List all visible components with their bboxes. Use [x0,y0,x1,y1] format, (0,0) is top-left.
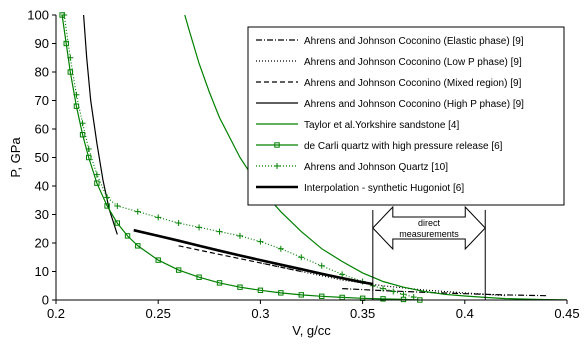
y-tick-label-7: 70 [35,93,49,108]
y-tick-label-9: 90 [35,36,49,51]
series-5-point-16 [257,287,264,294]
series-5-point-3 [73,103,80,109]
legend-label-3: Ahrens and Johnson Coconino (High P phas… [304,99,524,110]
legend-label-6: Ahrens and Johnson Quartz [10] [304,162,448,173]
series-6-point-18 [339,271,346,278]
annotation-text-line1: direct [418,218,441,228]
series-6-point-14 [257,238,264,245]
y-tick-label-5: 50 [35,150,49,165]
axes-layer: 0 10 20 30 40 50 60 70 80 90 100 0.2 0.25 0.3 0.35 0.4 0… [27,8,579,322]
series-5-point-6 [94,180,100,186]
y-tick-label-2: 20 [35,236,49,251]
legend-label-4: Taylor et al.Yorkshire sandstone [4] [304,120,459,131]
annotation-text-line2: measurements [399,229,459,239]
series-6-point-11 [196,224,203,231]
legend: Ahrens and Johnson Coconino (Elastic pha… [247,26,565,206]
series-6-point-3 [79,120,86,127]
y-tick-label-6: 60 [35,122,49,137]
series-layer [59,12,568,303]
series-5-point-7 [104,203,110,209]
series-6-point-0 [61,12,68,18]
y-tick-label-3: 30 [35,207,49,222]
x-tick-label-2: 0.3 [251,306,269,321]
series-line-7 [133,228,374,286]
series-5-point-10 [135,243,141,249]
series-6-point-24 [410,294,417,301]
series-6-point-9 [155,214,162,221]
series-line-5 [61,14,420,301]
series-5-point-1 [63,40,69,47]
legend-box [247,26,565,206]
series-5-point-14 [216,280,223,286]
x-tick-label-3: 0.35 [350,306,375,321]
series-6-point-1 [67,54,74,61]
legend-label-7: Interpolation - synthetic Hugoniot [6] [304,183,464,194]
series-5-point-4 [79,132,86,138]
series-5-point-9 [124,233,131,239]
series-6-point-21 [380,285,387,292]
x-tick-label-0: 0.2 [47,306,65,321]
x-tick-label-5: 0.45 [554,306,579,321]
legend-label-0: Ahrens and Johnson Coconino (Elastic pha… [304,36,524,47]
legend-label-5: de Carli quartz with high pressure relea… [304,141,503,152]
series-6-point-15 [277,245,284,252]
series-6-point-8 [134,208,141,215]
legend-marker-5 [274,142,280,148]
y-tick-label-1: 10 [35,264,49,279]
series-6-point-23 [400,291,407,298]
x-axis-title: V, g/cc [292,323,331,338]
y-axis-title: P, GPa [8,137,23,178]
measurement-arrow [372,205,486,251]
legend-marker-6 [274,163,280,169]
x-tick-label-4: 0.4 [456,306,474,321]
series-line-0 [342,288,547,297]
series-5-point-17 [278,290,284,296]
series-6-point-5 [93,171,100,178]
y-tick-label-4: 40 [35,179,49,194]
series-5-point-18 [298,292,304,298]
series-5-point-22 [380,296,386,302]
series-6-point-7 [114,202,121,209]
y-tick-label-10: 100 [27,8,49,23]
y-tick-label-8: 80 [35,65,49,80]
series-6-point-4 [85,145,92,152]
series-6-point-17 [318,262,325,269]
legend-label-2: Ahrens and Johnson Coconino (Mixed regio… [304,78,522,89]
series-5-point-12 [175,267,182,273]
series-6-point-2 [73,91,80,98]
series-5-point-13 [196,274,202,280]
series-5-point-19 [319,293,325,299]
series-6-point-12 [216,228,223,235]
series-line-2 [178,245,302,273]
series-5-point-5 [86,154,92,161]
series-6-point-16 [298,254,305,261]
series-6-point-22 [390,288,397,295]
series-6-point-13 [236,232,243,239]
series-5-point-11 [155,257,161,263]
series-line-4 [184,14,568,301]
series-6-point-10 [175,220,182,227]
series-5-point-8 [114,220,121,226]
y-tick-label-0: 0 [42,293,49,308]
legend-label-1: Ahrens and Johnson Coconino (Low P phase… [304,57,522,68]
series-6-point-6 [104,194,111,201]
series-5-point-15 [237,284,243,290]
x-tick-label-1: 0.25 [146,306,171,321]
